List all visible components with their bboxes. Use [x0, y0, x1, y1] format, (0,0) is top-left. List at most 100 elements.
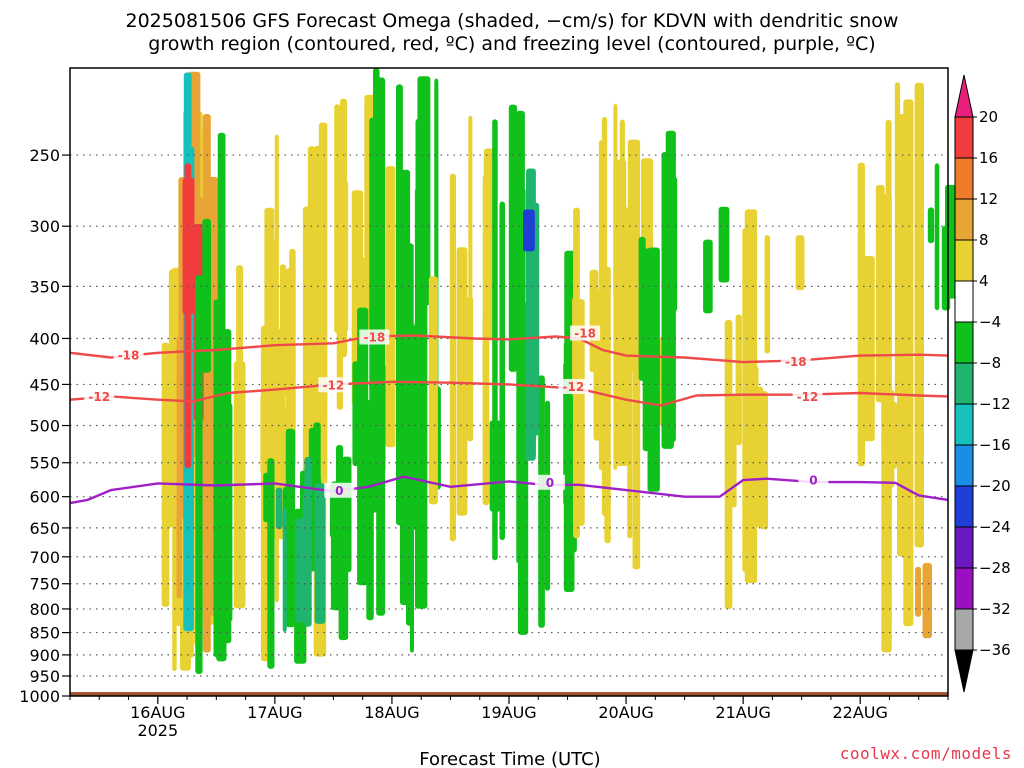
colorbar-label: −32 [979, 600, 1011, 618]
contour-label-bg [359, 329, 390, 345]
omega-streak [499, 201, 505, 541]
x-tick-label-17: 17AUG [247, 703, 302, 722]
x-axis-label: Forecast Time (UTC) [419, 749, 600, 768]
omega-streak [270, 240, 278, 437]
omega-streak [357, 307, 369, 586]
y-tick-label-1000: 1000 [19, 687, 60, 706]
omega-streak [342, 456, 352, 573]
omega-streak [523, 209, 535, 252]
contour-label-dgz_-18: -18 [574, 327, 596, 341]
colorbar-segment [954, 608, 974, 651]
y-tick-label-600: 600 [29, 488, 60, 507]
omega-streak [396, 84, 403, 526]
contour-label-dgz_-18: -18 [364, 330, 386, 344]
colorbar-bottom-arrow [954, 649, 974, 693]
omega-streak [263, 472, 272, 523]
omega-streak [881, 280, 892, 455]
colorbar-segment [954, 116, 974, 159]
contour-label-bg [84, 389, 115, 405]
y-tick-label-900: 900 [29, 646, 60, 665]
omega-streak [385, 166, 396, 448]
omega-streak [573, 207, 580, 539]
contour-label-dgz_-18: -18 [785, 355, 807, 369]
omega-streak [516, 110, 525, 564]
omega-streak [295, 518, 306, 623]
omega-streak [749, 320, 754, 478]
omega-streak [508, 104, 518, 372]
omega-streak [857, 162, 865, 467]
y-tick-label-250: 250 [29, 146, 60, 165]
y-tick-label-400: 400 [29, 329, 60, 348]
omega-streak [275, 487, 283, 530]
omega-streak [544, 400, 551, 591]
omega-streak [525, 301, 536, 461]
omega-streak [409, 361, 414, 653]
y-tick-label-850: 850 [29, 624, 60, 643]
y-tick-label-650: 650 [29, 519, 60, 538]
colorbar-label: −28 [979, 559, 1011, 577]
omega-streak [195, 275, 203, 674]
omega-streak [760, 391, 768, 530]
omega-streak [279, 264, 286, 398]
omega-streak [314, 483, 326, 624]
omega-streak [456, 247, 468, 516]
omega-streak [371, 290, 377, 486]
contour-label-dgz_-12: -12 [563, 380, 585, 394]
omega-streak [282, 508, 287, 633]
omega-streak [703, 239, 713, 314]
y-tick-label-450: 450 [29, 375, 60, 394]
y-tick-label-300: 300 [29, 217, 60, 236]
x-tick-sublabel-16: 2025 [137, 721, 178, 740]
colorbar-segment [954, 485, 974, 528]
omega-streak [466, 296, 474, 442]
omega-streak [302, 493, 309, 605]
contour-label-bg [780, 354, 811, 370]
colorbar-segment [954, 198, 974, 241]
colorbar-label: 4 [979, 272, 989, 290]
y-tick-label-750: 750 [29, 575, 60, 594]
chart-title-line1: 2025081506 GFS Forecast Omega (shaded, −… [125, 10, 899, 32]
colorbar-label: 8 [979, 231, 989, 249]
colorbar-segment [954, 362, 974, 405]
omega-streak [668, 176, 678, 312]
omega-streak [862, 256, 875, 442]
y-axis-ticks: 250 300 350 400 450 500 550 600 650 700 750 800 850 9… [19, 146, 70, 706]
omega-streak [724, 320, 733, 609]
contour-label-bg [113, 347, 144, 363]
colorbar-segment [954, 403, 974, 446]
y-tick-label-350: 350 [29, 277, 60, 296]
omega-streak [593, 289, 603, 441]
omega-streak [339, 180, 349, 333]
omega-streak [897, 114, 910, 557]
omega-streak [718, 206, 730, 283]
contour-label-dgz_-18: -18 [118, 349, 140, 363]
contour-label-dgz_-12: -12 [797, 390, 819, 404]
colorbar-segment [954, 526, 974, 569]
omega-streak [642, 248, 650, 452]
omega-streak [482, 175, 487, 394]
colorbar-label: −8 [979, 354, 1001, 372]
omega-streak [915, 566, 922, 617]
omega-streak [202, 218, 211, 373]
site-credit: coolwx.com/models [839, 744, 1012, 763]
omega-streak [632, 331, 641, 570]
omega-streak [764, 235, 771, 354]
colorbar-segment [954, 280, 974, 323]
contour-label-bg [534, 474, 565, 490]
colorbar-segment [954, 321, 974, 364]
omega-streak [184, 163, 192, 469]
contour-label-freezing_level_0: 0 [335, 484, 343, 498]
colorbar-label: 16 [979, 149, 998, 167]
y-tick-label-550: 550 [29, 454, 60, 473]
contour-label-freezing_level_0: 0 [546, 476, 554, 490]
omega-streak [289, 248, 296, 466]
colorbar-top-arrow [954, 74, 974, 118]
contour-label-freezing_level_0: 0 [809, 474, 817, 488]
contour-label-bg [798, 472, 829, 488]
omega-streak [795, 235, 805, 291]
omega-streak [616, 207, 629, 466]
surface-terrain-fill [70, 692, 948, 696]
surface-fill [70, 692, 948, 696]
